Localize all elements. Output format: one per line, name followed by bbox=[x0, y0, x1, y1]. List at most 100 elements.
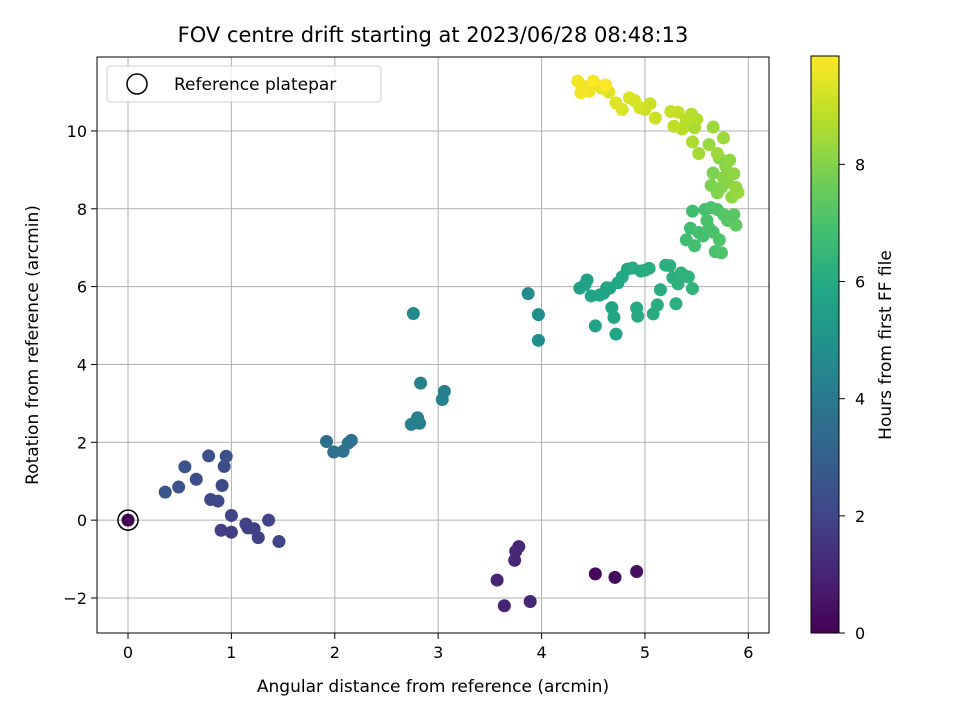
data-point bbox=[531, 333, 545, 347]
data-point bbox=[320, 435, 334, 449]
data-point bbox=[588, 567, 602, 581]
data-point bbox=[717, 131, 731, 145]
data-point bbox=[729, 218, 743, 232]
x-axis-ticks: 0 1 2 3 4 5 6 bbox=[123, 633, 753, 662]
data-point bbox=[688, 239, 702, 253]
plot-frame bbox=[96, 56, 770, 634]
colorbar-tick-label: 0 bbox=[855, 624, 865, 643]
y-axis-ticks: −2 0 2 4 6 8 10 bbox=[63, 122, 97, 608]
data-point bbox=[685, 282, 699, 296]
data-point bbox=[202, 449, 216, 463]
data-point bbox=[531, 308, 545, 322]
legend: Reference platepar bbox=[106, 65, 382, 103]
data-point bbox=[219, 449, 233, 463]
data-point bbox=[648, 111, 662, 125]
y-tick-label: −2 bbox=[63, 589, 87, 608]
data-point bbox=[214, 523, 228, 537]
data-point bbox=[413, 416, 427, 430]
data-point bbox=[669, 297, 683, 311]
data-point bbox=[607, 310, 621, 324]
data-point bbox=[605, 301, 619, 315]
data-point bbox=[702, 138, 716, 152]
data-point bbox=[215, 478, 229, 492]
data-points bbox=[117, 74, 745, 613]
data-point bbox=[574, 86, 588, 100]
data-point bbox=[599, 78, 613, 92]
y-tick-label: 8 bbox=[77, 200, 87, 219]
data-point bbox=[692, 147, 706, 161]
data-point bbox=[490, 573, 504, 587]
data-point bbox=[158, 485, 172, 499]
y-tick-label: 0 bbox=[77, 511, 87, 530]
data-point bbox=[706, 166, 720, 180]
data-point bbox=[609, 327, 623, 341]
data-point bbox=[172, 480, 186, 494]
data-point bbox=[609, 96, 623, 110]
data-point bbox=[571, 74, 585, 88]
colorbar-ticks: 0 2 4 6 8 bbox=[839, 155, 865, 643]
chart-title: FOV centre drift starting at 2023/06/28 … bbox=[178, 23, 689, 47]
colorbar-tick-label: 2 bbox=[855, 507, 865, 526]
data-point bbox=[710, 147, 724, 161]
data-point bbox=[521, 287, 535, 301]
x-tick-label: 1 bbox=[226, 643, 236, 662]
data-point bbox=[653, 283, 667, 297]
data-point bbox=[685, 204, 699, 218]
x-tick-label: 6 bbox=[743, 643, 753, 662]
data-point bbox=[251, 531, 265, 545]
y-tick-label: 6 bbox=[77, 278, 87, 297]
y-tick-label: 2 bbox=[77, 433, 87, 452]
data-point bbox=[685, 135, 699, 149]
grid-lines bbox=[97, 57, 769, 633]
data-point bbox=[681, 270, 695, 284]
data-point bbox=[224, 525, 238, 539]
x-axis-label: Angular distance from reference (arcmin) bbox=[257, 677, 609, 697]
colorbar-tick-label: 4 bbox=[855, 390, 865, 409]
colorbar-label: Hours from first FF file bbox=[876, 250, 896, 440]
data-point bbox=[706, 120, 720, 134]
x-tick-label: 5 bbox=[640, 643, 650, 662]
data-point bbox=[608, 570, 622, 584]
data-point bbox=[327, 445, 341, 459]
x-tick-label: 3 bbox=[433, 643, 443, 662]
data-point bbox=[631, 309, 645, 323]
legend-marker bbox=[126, 73, 148, 95]
y-axis-label: Rotation from reference (arcmin) bbox=[23, 205, 43, 485]
data-point bbox=[344, 433, 358, 447]
data-point bbox=[622, 91, 636, 105]
data-point bbox=[723, 153, 737, 167]
data-point bbox=[414, 376, 428, 390]
data-point bbox=[712, 233, 726, 247]
reference-point-marker bbox=[117, 509, 139, 531]
data-point bbox=[224, 508, 238, 522]
data-point bbox=[580, 273, 594, 287]
data-point bbox=[714, 246, 728, 260]
x-tick-label: 4 bbox=[536, 643, 546, 662]
data-point bbox=[189, 472, 203, 486]
colorbar-gradient bbox=[810, 55, 840, 634]
data-point bbox=[121, 513, 135, 527]
colorbar-tick-label: 8 bbox=[855, 155, 865, 174]
colorbar: 0 2 4 6 8 Hours from first FF file bbox=[810, 55, 896, 643]
x-tick-label: 0 bbox=[123, 643, 133, 662]
data-point bbox=[727, 208, 741, 222]
y-tick-label: 4 bbox=[77, 355, 87, 374]
data-point bbox=[262, 513, 276, 527]
data-point bbox=[211, 494, 225, 508]
data-point bbox=[664, 104, 678, 118]
data-point bbox=[650, 298, 664, 312]
data-point bbox=[406, 306, 420, 320]
data-point bbox=[523, 594, 537, 608]
data-point bbox=[630, 565, 644, 579]
data-point bbox=[586, 74, 600, 88]
data-point bbox=[217, 459, 231, 473]
data-point bbox=[437, 384, 451, 398]
data-point bbox=[497, 599, 511, 613]
y-tick-label: 10 bbox=[67, 122, 87, 141]
data-point bbox=[588, 319, 602, 333]
data-point bbox=[642, 261, 656, 275]
data-point bbox=[663, 259, 677, 273]
data-point bbox=[731, 185, 745, 199]
